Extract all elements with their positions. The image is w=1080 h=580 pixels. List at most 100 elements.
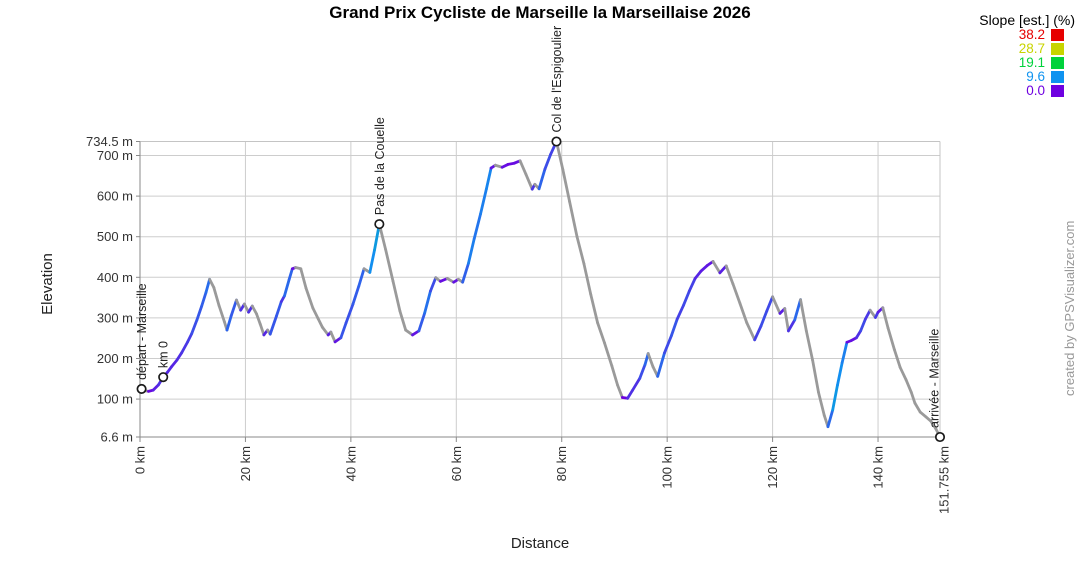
x-tick-label: 60 km bbox=[449, 446, 464, 481]
legend-value: 19.1 bbox=[1018, 55, 1045, 70]
profile-segment bbox=[575, 235, 586, 265]
profile-segment bbox=[235, 298, 243, 312]
profile-segment bbox=[693, 269, 703, 280]
x-tick-label: 80 km bbox=[554, 446, 569, 481]
waypoint-label: arrivée - Marseille bbox=[928, 329, 942, 428]
profile-segment bbox=[669, 317, 679, 338]
profile-segment bbox=[320, 325, 330, 337]
profile-segment bbox=[646, 352, 655, 369]
y-tick-label: 400 m bbox=[97, 270, 133, 285]
profile-segment bbox=[461, 262, 470, 284]
profile-segment bbox=[275, 300, 283, 318]
x-tick-label: 20 km bbox=[238, 446, 253, 481]
slope-legend: Slope [est.] (%) 38.2 28.7 19.1 9.6 0.0 bbox=[945, 12, 1075, 98]
profile-segment bbox=[429, 276, 438, 293]
legend-row: 0.0 bbox=[945, 84, 1075, 98]
profile-segment bbox=[467, 237, 476, 265]
profile-segment bbox=[817, 390, 826, 417]
profile-segment bbox=[831, 383, 839, 412]
waypoint-labels: départ - Marseille km 0 Pas de la Couelle C… bbox=[135, 26, 941, 428]
profile-segment bbox=[208, 277, 216, 289]
profile-segment bbox=[195, 304, 204, 322]
profile-segment bbox=[357, 267, 366, 288]
profile-segment bbox=[417, 311, 427, 333]
profile-segment bbox=[283, 277, 291, 298]
profile-segment bbox=[711, 260, 722, 275]
y-tick-label: 700 m bbox=[97, 148, 133, 163]
watermark-gpsvisualizer: created by GPSVisualizer.com bbox=[1062, 220, 1077, 396]
profile-segment bbox=[630, 376, 642, 392]
y-tick-label: 100 m bbox=[97, 392, 133, 407]
x-tick-label: 151.755 km bbox=[937, 446, 952, 514]
profile-segment bbox=[391, 279, 402, 313]
legend-swatch bbox=[1051, 85, 1064, 97]
legend-row: 9.6 bbox=[945, 70, 1075, 84]
profile-segment bbox=[344, 302, 355, 325]
y-tick-label: 734.5 m bbox=[86, 134, 133, 149]
profile-segment bbox=[190, 318, 199, 336]
profile-segment bbox=[811, 359, 820, 394]
profile-segment bbox=[863, 308, 872, 321]
profile-segment bbox=[836, 361, 844, 387]
waypoint-marker bbox=[158, 372, 169, 383]
profile-segment bbox=[826, 408, 835, 429]
profile-segment bbox=[626, 389, 634, 400]
x-axis-title: Distance bbox=[510, 535, 570, 552]
profile-segment bbox=[898, 366, 908, 381]
profile-segment bbox=[793, 298, 802, 322]
profile-segment bbox=[384, 248, 395, 283]
legend-row: 19.1 bbox=[945, 56, 1075, 70]
y-tick-label: 6.6 m bbox=[100, 430, 133, 445]
profile-segment bbox=[561, 167, 572, 204]
profile-segment bbox=[738, 301, 749, 325]
x-tick-labels: 0 km 20 km 40 km 60 km 80 km 100 km 120 km 140 … bbox=[133, 446, 952, 514]
waypoint-marker bbox=[136, 383, 147, 394]
profile-segment bbox=[368, 248, 376, 274]
profile-segment bbox=[175, 351, 184, 362]
profile-segment bbox=[804, 329, 815, 362]
y-tick-label: 500 m bbox=[97, 229, 133, 244]
profile-segment bbox=[484, 166, 493, 191]
profile-segment bbox=[675, 303, 685, 321]
chart-title: Grand Prix Cycliste de Marseille la Mars… bbox=[329, 3, 751, 22]
legend-value: 0.0 bbox=[1026, 83, 1045, 98]
profile-segment bbox=[329, 330, 337, 344]
waypoint-marker bbox=[374, 219, 385, 230]
waypoint-markers bbox=[136, 136, 946, 443]
profile-segment bbox=[783, 307, 790, 333]
legend-row: 28.7 bbox=[945, 42, 1075, 56]
profile-segment bbox=[596, 321, 606, 345]
legend-rows: 38.2 28.7 19.1 9.6 0.0 bbox=[945, 28, 1075, 98]
profile-segment bbox=[799, 298, 808, 333]
x-tick-label: 40 km bbox=[343, 446, 358, 481]
profile-segment bbox=[568, 200, 579, 239]
profile-segment bbox=[200, 291, 208, 308]
profile-segment bbox=[316, 317, 324, 329]
profile-segment bbox=[859, 317, 867, 333]
x-tick-label: 0 km bbox=[133, 446, 148, 474]
profile-segment bbox=[840, 340, 849, 364]
legend-swatch bbox=[1051, 57, 1064, 69]
profile-segment bbox=[250, 304, 258, 316]
waypoint-marker bbox=[934, 431, 946, 443]
profile-segment bbox=[351, 284, 361, 306]
profile-segment bbox=[255, 312, 262, 326]
profile-segment bbox=[258, 322, 266, 337]
profile-segment bbox=[638, 363, 647, 380]
profile-segment bbox=[339, 321, 348, 340]
profile-segment bbox=[787, 318, 797, 333]
elevation-profile-line bbox=[138, 140, 942, 439]
profile-segment bbox=[423, 289, 432, 315]
profile-segment bbox=[682, 289, 691, 307]
profile-segment bbox=[929, 419, 938, 431]
waypoint-label: km 0 bbox=[157, 341, 171, 368]
profile-segment bbox=[287, 267, 294, 281]
legend-value: 38.2 bbox=[1018, 27, 1045, 42]
plot-border bbox=[139, 141, 941, 438]
profile-segment bbox=[299, 267, 308, 290]
profile-segment bbox=[745, 321, 757, 342]
profile-segment bbox=[909, 390, 917, 405]
profile-segment bbox=[217, 304, 226, 323]
